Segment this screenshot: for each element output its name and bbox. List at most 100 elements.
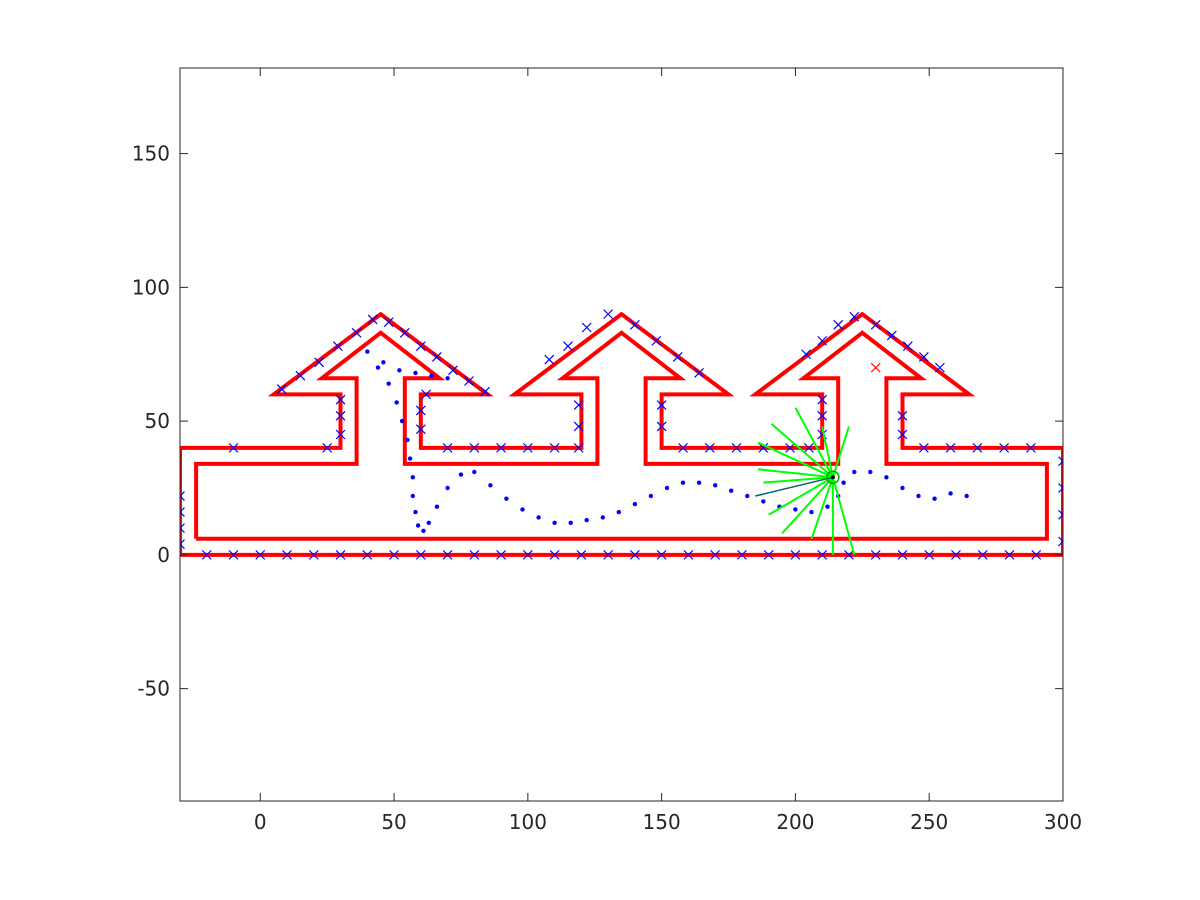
- landmark-marker: [448, 365, 458, 376]
- scan-ray: [831, 426, 850, 478]
- x-tick-label: 0: [254, 810, 267, 834]
- landmark-marker: [870, 319, 881, 330]
- landmark-marker: [672, 351, 683, 362]
- landmark-marker: [683, 549, 694, 560]
- landmark-marker: [180, 507, 185, 518]
- trajectory-point: [884, 475, 889, 480]
- landmark-marker: [314, 357, 325, 368]
- x-tick-label: 50: [381, 810, 406, 834]
- trajectory-point: [964, 493, 969, 499]
- y-tick-label: 0: [157, 543, 170, 567]
- landmark-marker: [367, 314, 378, 325]
- trajectory-point: [916, 493, 921, 499]
- landmark-marker: [573, 442, 584, 453]
- landmark-marker: [603, 549, 614, 560]
- landmark-marker: [522, 442, 533, 453]
- landmark-marker: [469, 549, 480, 560]
- x-tick-label: 100: [509, 810, 547, 834]
- landmark-marker: [844, 549, 854, 560]
- landmark-marker: [918, 351, 929, 362]
- landmark-marker: [656, 549, 667, 560]
- landmark-marker: [335, 410, 346, 421]
- landmark-marker: [833, 319, 844, 330]
- landmark-marker: [549, 442, 560, 453]
- landmark-marker: [656, 421, 667, 432]
- landmark-marker: [945, 442, 956, 453]
- y-tick-label: 150: [132, 142, 170, 166]
- landmark-marker: [522, 549, 533, 560]
- trajectory-point: [793, 507, 798, 512]
- landmark-marker: [651, 335, 662, 346]
- scan-ray: [810, 476, 834, 540]
- landmark-marker: [1058, 456, 1063, 467]
- chart-marks: [180, 309, 1063, 560]
- landmark-marker: [549, 549, 560, 560]
- series-map-boundary-inner: [194, 330, 1049, 541]
- trajectory-point: [696, 480, 702, 485]
- landmark-marker: [704, 442, 715, 453]
- landmark-marker: [573, 421, 584, 432]
- landmark-marker: [480, 386, 490, 397]
- trajectory-point: [868, 469, 873, 475]
- trajectory-point: [932, 496, 937, 501]
- trajectory-point: [520, 507, 525, 512]
- landmark-marker: [496, 549, 507, 560]
- trajectory-point: [426, 520, 431, 525]
- trajectory-point: [616, 509, 621, 515]
- x-tick-label: 150: [643, 810, 681, 834]
- landmark-marker: [678, 442, 688, 453]
- landmark-marker: [629, 319, 640, 330]
- scan-ray: [763, 476, 833, 484]
- robot-body: [826, 470, 840, 485]
- trajectory-point: [421, 528, 426, 533]
- series-target: [870, 362, 881, 373]
- trajectory-point: [648, 493, 654, 499]
- landmark-marker: [282, 549, 292, 560]
- scan-ray: [757, 441, 834, 479]
- landmark-marker: [415, 424, 426, 435]
- landmark-marker: [817, 394, 828, 405]
- landmark-marker: [415, 405, 426, 416]
- trajectory-point: [568, 520, 573, 525]
- scan-ray: [757, 468, 833, 479]
- landmark-marker: [951, 549, 961, 560]
- heading-line: [755, 476, 834, 497]
- trajectory-point: [632, 501, 638, 507]
- landmark-marker: [228, 549, 239, 560]
- robot: [755, 407, 856, 556]
- landmark-marker: [255, 549, 266, 560]
- trajectory-point: [745, 493, 750, 499]
- landmark-marker: [180, 523, 185, 534]
- landmark-marker: [1025, 442, 1036, 453]
- trajectory-point: [600, 515, 605, 520]
- trajectory-point: [680, 480, 686, 485]
- trajectory-point: [825, 504, 830, 509]
- scan-ray: [821, 426, 834, 478]
- trajectory-point: [397, 368, 402, 373]
- landmark-marker: [849, 311, 860, 322]
- trajectory-point: [852, 469, 857, 475]
- landmark-marker: [431, 351, 442, 362]
- landmark-marker: [276, 384, 287, 394]
- landmark-marker: [544, 354, 555, 365]
- landmark-marker: [1058, 536, 1063, 547]
- trajectory-point: [386, 381, 391, 386]
- landmark-marker: [972, 442, 983, 453]
- landmark-marker: [464, 376, 474, 386]
- trajectory-point: [413, 370, 418, 376]
- landmark-marker: [803, 442, 814, 453]
- trajectory-point: [900, 485, 905, 491]
- scan-ray: [768, 476, 834, 516]
- landmark-marker: [362, 549, 373, 560]
- x-tick-label: 200: [776, 810, 814, 834]
- landmark-marker: [870, 549, 881, 560]
- trajectory-point: [410, 493, 415, 499]
- trajectory-point: [584, 517, 589, 523]
- scan-ray: [831, 477, 856, 556]
- landmark-marker: [694, 368, 705, 378]
- x-tick-label: 250: [910, 810, 948, 834]
- trajectory-point: [399, 418, 405, 424]
- landmark-marker: [389, 549, 399, 560]
- map-boundary-inner-line: [194, 330, 1049, 541]
- trajectory-point: [472, 469, 477, 475]
